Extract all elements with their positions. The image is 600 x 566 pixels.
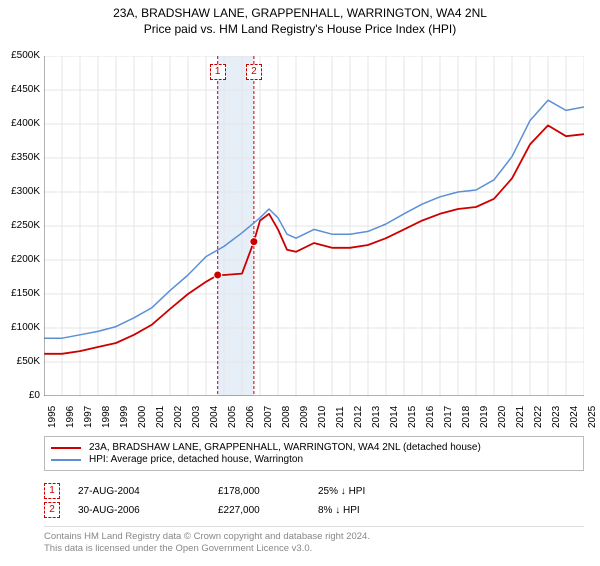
y-tick-label: £450K [0,84,40,95]
legend-row: 23A, BRADSHAW LANE, GRAPPENHALL, WARRING… [51,442,577,453]
legend-box: 23A, BRADSHAW LANE, GRAPPENHALL, WARRING… [44,436,584,471]
sales-marker: 1 [44,483,60,499]
sales-table: 1 27-AUG-2004£178,00025% ↓ HPI 2 30-AUG-200… [44,480,584,521]
chart-title: 23A, BRADSHAW LANE, GRAPPENHALL, WARRING… [0,6,600,20]
x-tick-label: 2020 [497,406,508,428]
legend-swatch [51,459,81,461]
y-tick-label: £300K [0,186,40,197]
sales-price: £178,000 [218,486,318,497]
marker-label-1: 1 [210,64,226,80]
arrow-down-icon: ↓ [335,505,340,516]
x-tick-label: 2012 [353,406,364,428]
x-tick-label: 2019 [479,406,490,428]
x-tick-label: 1998 [101,406,112,428]
y-tick-label: £50K [0,356,40,367]
x-tick-label: 2017 [443,406,454,428]
y-tick-label: £200K [0,254,40,265]
x-tick-label: 2004 [209,406,220,428]
x-tick-label: 2018 [461,406,472,428]
y-tick-label: £400K [0,118,40,129]
y-tick-label: £0 [0,390,40,401]
y-tick-label: £350K [0,152,40,163]
x-tick-label: 2007 [263,406,274,428]
x-tick-label: 2024 [569,406,580,428]
legend-label: HPI: Average price, detached house, Warr… [89,454,303,465]
chart-plot-area: £0£50K£100K£150K£200K£250K£300K£350K£400… [44,56,584,396]
arrow-down-icon: ↓ [341,486,346,497]
x-tick-label: 2015 [407,406,418,428]
y-tick-label: £500K [0,50,40,61]
x-tick-label: 2010 [317,406,328,428]
legend-row: HPI: Average price, detached house, Warr… [51,454,577,465]
x-tick-label: 1996 [65,406,76,428]
sales-marker: 2 [44,502,60,518]
marker-label-2: 2 [246,64,262,80]
sales-date: 27-AUG-2004 [78,486,218,497]
sales-row: 2 30-AUG-2006£227,0008% ↓ HPI [44,502,584,518]
x-tick-label: 2016 [425,406,436,428]
sales-price: £227,000 [218,505,318,516]
x-tick-label: 2000 [137,406,148,428]
sales-diff: 8% ↓ HPI [318,505,478,516]
x-tick-label: 1999 [119,406,130,428]
y-tick-label: £100K [0,322,40,333]
footnote: Contains HM Land Registry data © Crown c… [44,526,584,556]
legend-label: 23A, BRADSHAW LANE, GRAPPENHALL, WARRING… [89,442,481,453]
sales-date: 30-AUG-2006 [78,505,218,516]
x-tick-label: 2023 [551,406,562,428]
x-tick-label: 2001 [155,406,166,428]
x-tick-label: 2014 [389,406,400,428]
y-tick-label: £150K [0,288,40,299]
footnote-line-1: Contains HM Land Registry data © Crown c… [44,531,584,543]
sales-row: 1 27-AUG-2004£178,00025% ↓ HPI [44,483,584,499]
footnote-line-2: This data is licensed under the Open Gov… [44,543,584,555]
x-tick-label: 1995 [47,406,58,428]
x-tick-label: 2021 [515,406,526,428]
chart-subtitle: Price paid vs. HM Land Registry's House … [0,22,600,36]
x-tick-label: 2013 [371,406,382,428]
x-tick-label: 2008 [281,406,292,428]
chart-container: 23A, BRADSHAW LANE, GRAPPENHALL, WARRING… [0,6,600,566]
x-tick-label: 2003 [191,406,202,428]
y-tick-label: £250K [0,220,40,231]
x-tick-label: 2025 [587,406,598,428]
x-tick-label: 2009 [299,406,310,428]
x-tick-label: 2006 [245,406,256,428]
x-tick-label: 2005 [227,406,238,428]
x-tick-label: 1997 [83,406,94,428]
legend-swatch [51,447,81,449]
x-tick-label: 2002 [173,406,184,428]
sales-diff: 25% ↓ HPI [318,486,478,497]
chart-svg [44,56,584,396]
x-tick-label: 2011 [335,406,346,428]
x-tick-label: 2022 [533,406,544,428]
